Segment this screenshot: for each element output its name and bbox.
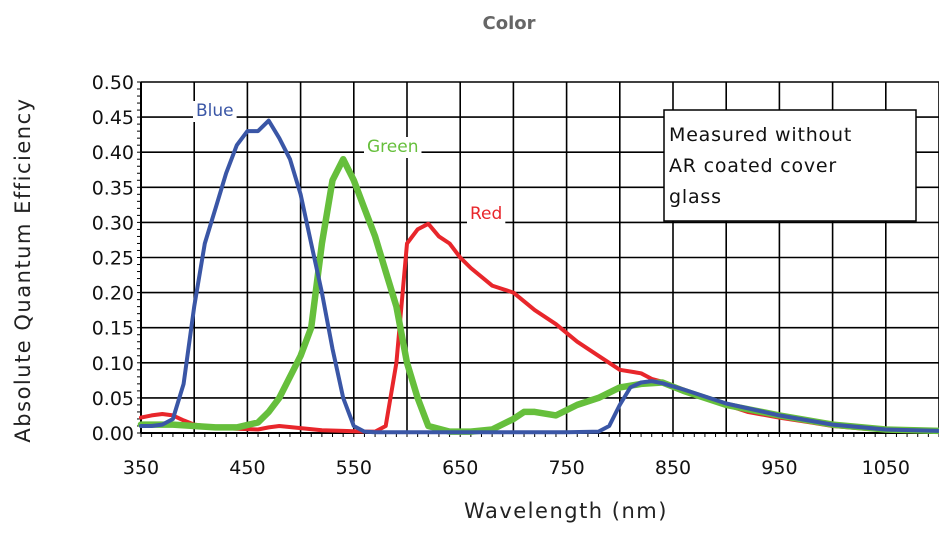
annotation-line-2: AR coated cover [669, 155, 837, 177]
annotation-box: Measured without AR coated cover glass [663, 109, 917, 222]
y-axis-label: Absolute Quantum Efficiency [11, 97, 35, 442]
y-tick-label: 0.05 [92, 388, 134, 410]
x-tick-label: 350 [123, 457, 159, 479]
x-tick-label: 450 [229, 457, 265, 479]
annotation-line-1: Measured without [669, 124, 852, 146]
y-tick-label: 0.15 [92, 318, 134, 340]
y-tick-label: 0.10 [92, 353, 134, 375]
y-tick-label: 0.40 [92, 142, 134, 164]
x-tick-label: 650 [442, 457, 478, 479]
y-tick-label: 0.20 [92, 283, 134, 305]
y-tick-label: 0.50 [92, 72, 134, 94]
series-label-bg [364, 137, 422, 158]
series-line-blue [139, 118, 939, 435]
chart-title: Color [483, 13, 536, 34]
x-tick-label: 850 [655, 457, 691, 479]
series-label-layer: Red Green Blue [193, 101, 506, 225]
y-tick-label: 0.25 [92, 248, 134, 270]
series-label-bg [467, 204, 506, 225]
y-tick-label: 0.00 [92, 423, 134, 445]
y-tick-label: 0.45 [92, 107, 134, 129]
x-tick-label: 750 [548, 457, 584, 479]
x-tick-label: 1050 [862, 457, 910, 479]
x-tick-label: 950 [761, 457, 797, 479]
series-label-green: Green [367, 137, 418, 157]
series-label-red: Red [470, 204, 502, 224]
annotation-line-3: glass [669, 186, 722, 208]
y-tick-label: 0.35 [92, 177, 134, 199]
series-label-blue: Blue [196, 101, 234, 121]
series-label-bg [193, 101, 237, 122]
y-tick-label: 0.30 [92, 212, 134, 234]
series-layer [137, 118, 939, 435]
x-tick-label: 550 [336, 457, 372, 479]
x-axis-label: Wavelength (nm) [464, 499, 668, 523]
tick-layer: 0.00 0.05 0.10 0.15 0.20 0.25 0.30 0.35 0.40 0.45… [92, 72, 939, 479]
